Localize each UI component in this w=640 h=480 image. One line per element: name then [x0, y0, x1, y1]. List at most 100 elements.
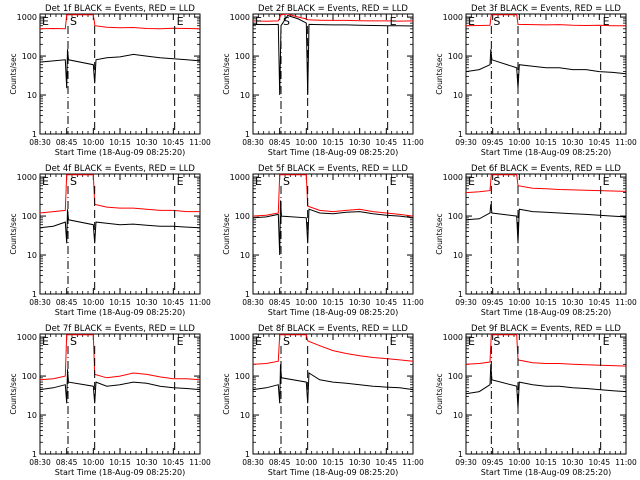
- x-tick-label: 10:30: [349, 138, 371, 147]
- plot-frame: [465, 13, 627, 135]
- chart-title: Det 6f BLACK = Events, RED = LLD: [471, 164, 621, 174]
- x-tick-label: 10:30: [136, 458, 158, 467]
- y-tick-label: 10: [240, 251, 250, 260]
- x-tick-label: 10:30: [562, 458, 584, 467]
- x-tick-label: 10:45: [163, 138, 185, 147]
- event-marker-label: S: [493, 335, 500, 348]
- series-line: [40, 174, 200, 214]
- chart-title: Det 9f BLACK = Events, RED = LLD: [471, 324, 621, 334]
- chart-panel: Det 2f BLACK = Events, RED = LLD 1 10 100 10…: [222, 4, 424, 157]
- chart-panel: Det 4f BLACK = Events, RED = LLD 1 10 100 10…: [9, 164, 211, 317]
- x-tick-label: 08:30: [29, 458, 51, 467]
- y-axis-label: Counts/sec: [435, 213, 444, 254]
- y-tick-label: 100: [448, 372, 463, 381]
- series-group: [253, 334, 413, 404]
- x-tick-label: 10:45: [589, 458, 611, 467]
- y-tick-label: 1: [32, 450, 37, 459]
- y-tick-label: 10: [27, 91, 37, 100]
- plot-frame: [39, 13, 201, 135]
- x-tick-label: 10:15: [535, 298, 557, 307]
- x-tick-label: 11:00: [189, 138, 211, 147]
- x-axis-label: Start Time (18-Aug-09 08:25:20): [268, 148, 399, 157]
- x-tick-label: 10:30: [562, 138, 584, 147]
- y-tick-label: 1000: [17, 333, 37, 342]
- x-tick-label: 09:30: [455, 298, 477, 307]
- x-tick-label: 08:45: [269, 298, 291, 307]
- x-tick-label: 10:15: [109, 458, 131, 467]
- y-tick-label: 100: [22, 372, 37, 381]
- y-tick-label: 10: [453, 411, 463, 420]
- y-tick-label: 1000: [443, 13, 463, 22]
- y-tick-label: 100: [235, 52, 250, 61]
- x-tick-label: 10:00: [509, 458, 531, 467]
- x-tick-label: 10:30: [349, 458, 371, 467]
- y-tick-label: 1: [458, 130, 463, 139]
- y-tick-label: 1000: [230, 13, 250, 22]
- x-tick-label: 09:45: [482, 138, 504, 147]
- event-marker-label: S: [70, 15, 77, 28]
- series-group: [253, 174, 413, 256]
- x-tick-label: 11:00: [189, 298, 211, 307]
- x-tick-label: 08:30: [242, 298, 264, 307]
- x-tick-label: 09:30: [455, 458, 477, 467]
- plot-frame: [39, 173, 201, 295]
- chart-panel: Det 3f BLACK = Events, RED = LLD 1 10 100 10…: [435, 4, 637, 157]
- y-tick-label: 1: [245, 450, 250, 459]
- x-tick-label: 10:15: [109, 138, 131, 147]
- x-tick-label: 10:15: [322, 298, 344, 307]
- y-axis-label: Counts/sec: [435, 373, 444, 414]
- y-tick-label: 1000: [230, 173, 250, 182]
- event-marker-label: S: [70, 335, 77, 348]
- x-tick-label: 10:00: [509, 298, 531, 307]
- series-line: [466, 174, 626, 194]
- x-tick-label: 09:45: [482, 458, 504, 467]
- plot-frame: [252, 173, 414, 295]
- x-axis-label: Start Time (18-Aug-09 08:25:20): [55, 308, 186, 317]
- x-tick-label: 08:45: [56, 458, 78, 467]
- x-axis-label: Start Time (18-Aug-09 08:25:20): [481, 148, 612, 157]
- series-line: [466, 334, 626, 367]
- x-tick-label: 10:45: [376, 298, 398, 307]
- y-tick-label: 10: [27, 251, 37, 260]
- event-marker-label: E: [390, 335, 397, 348]
- series-line: [40, 334, 200, 381]
- x-tick-label: 08:45: [56, 298, 78, 307]
- x-tick-label: 10:45: [376, 458, 398, 467]
- x-axis-label: Start Time (18-Aug-09 08:25:20): [268, 308, 399, 317]
- x-axis-label: Start Time (18-Aug-09 08:25:20): [268, 468, 399, 477]
- chart-title: Det 1f BLACK = Events, RED = LLD: [45, 4, 195, 14]
- y-tick-label: 1: [32, 290, 37, 299]
- event-marker-label: E: [468, 175, 475, 188]
- x-tick-label: 11:00: [189, 458, 211, 467]
- y-tick-label: 10: [27, 411, 37, 420]
- series-line: [466, 364, 626, 409]
- x-tick-label: 08:45: [269, 138, 291, 147]
- event-marker-label: S: [493, 15, 500, 28]
- plot-frame: [465, 173, 627, 295]
- y-tick-label: 10: [453, 91, 463, 100]
- x-tick-label: 10:15: [535, 138, 557, 147]
- chart-title: Det 8f BLACK = Events, RED = LLD: [258, 324, 408, 334]
- y-tick-label: 100: [22, 212, 37, 221]
- x-tick-label: 10:45: [163, 458, 185, 467]
- chart-panel: Det 9f BLACK = Events, RED = LLD 1 10 100 10…: [435, 324, 637, 477]
- x-axis-label: Start Time (18-Aug-09 08:25:20): [481, 308, 612, 317]
- event-marker-label: S: [283, 175, 290, 188]
- plot-frame: [39, 333, 201, 455]
- y-tick-label: 1: [245, 130, 250, 139]
- event-marker-label: E: [390, 15, 397, 28]
- x-tick-label: 11:00: [615, 458, 637, 467]
- x-tick-label: 10:30: [562, 298, 584, 307]
- series-line: [253, 334, 413, 365]
- y-tick-label: 1000: [443, 173, 463, 182]
- x-axis-label: Start Time (18-Aug-09 08:25:20): [55, 148, 186, 157]
- x-tick-label: 10:30: [136, 138, 158, 147]
- series-line: [466, 204, 626, 244]
- series-line: [253, 14, 413, 22]
- y-axis-label: Counts/sec: [222, 373, 231, 414]
- y-tick-label: 1000: [17, 173, 37, 182]
- x-tick-label: 10:45: [163, 298, 185, 307]
- event-marker-label: E: [603, 335, 610, 348]
- series-line: [253, 174, 413, 217]
- y-axis-label: Counts/sec: [435, 53, 444, 94]
